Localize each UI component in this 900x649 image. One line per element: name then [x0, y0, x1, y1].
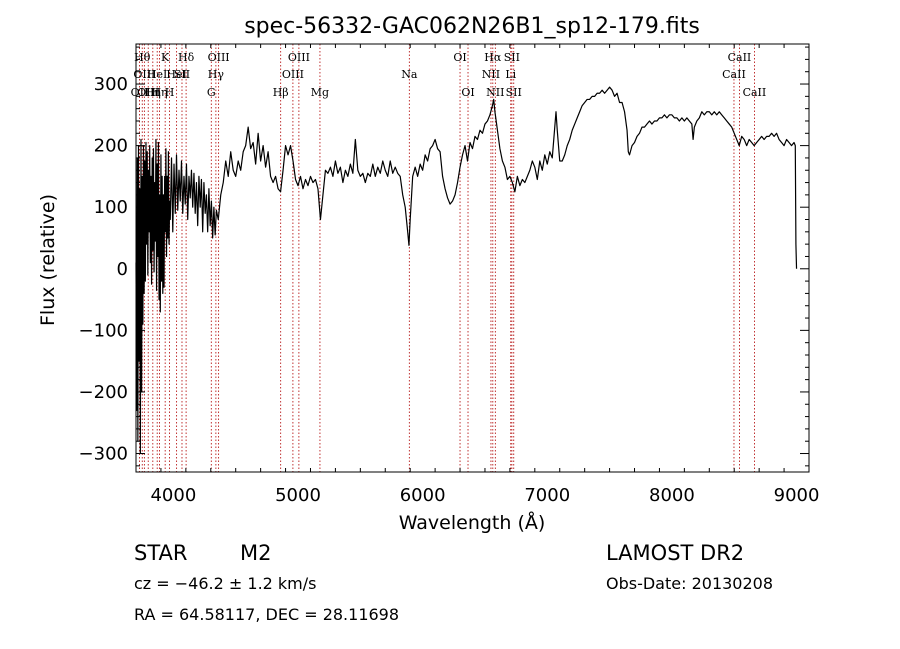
y-tick-label: −100 [79, 320, 128, 341]
x-tick-label: 7000 [524, 485, 570, 506]
line-marker-label: Mg [311, 86, 329, 99]
survey-label: LAMOST DR2 [606, 541, 744, 565]
line-marker-label: HeI [147, 68, 167, 81]
line-marker-label: OIII [288, 51, 310, 64]
x-tick-label: 9000 [774, 485, 820, 506]
y-tick-label: −200 [79, 382, 128, 403]
line-marker-label: SII [504, 51, 520, 64]
spectral-line-labels: OIIHθOIIIOIIIHηHeIHηKHHeISIIHδGHγOIIIHβO… [131, 51, 767, 99]
x-tick-label: 8000 [649, 485, 695, 506]
line-marker-label: Na [401, 68, 418, 81]
x-tick-label: 6000 [400, 485, 446, 506]
line-marker-label: OI [461, 86, 474, 99]
line-marker-label: Hη [145, 86, 161, 99]
line-marker-label: OI [453, 51, 466, 64]
y-tick-label: 100 [94, 197, 128, 218]
line-marker-label: Hθ [134, 51, 151, 64]
y-tick-label: 0 [117, 259, 128, 280]
line-marker-label: Hγ [208, 68, 225, 81]
y-axis-ticks: −300 −200 −100 0 100 200 300 [79, 46, 809, 467]
line-marker-label: OII [131, 86, 149, 99]
line-marker-label: Li [505, 68, 516, 81]
y-tick-label: −300 [79, 444, 128, 465]
line-marker-label: NII [482, 68, 500, 81]
line-marker-label: HeI [166, 68, 186, 81]
observation-date: Obs-Date: 20130208 [606, 574, 773, 593]
x-axis-ticks: 4000 5000 6000 7000 8000 9000 [135, 44, 820, 506]
line-marker-label: G [207, 86, 216, 99]
line-marker-label: H [165, 86, 175, 99]
line-marker-label: CaII [728, 51, 752, 64]
chart-title: spec-56332-GAC062N26B1_sp12-179.fits [244, 14, 700, 39]
line-marker-label: Hα [484, 51, 502, 64]
line-marker-label: OIII [137, 86, 159, 99]
line-marker-label: OIII [282, 68, 304, 81]
y-tick-label: 300 [94, 74, 128, 95]
line-marker-label: K [161, 51, 170, 64]
line-marker-label: CaII [743, 86, 767, 99]
line-marker-label: Hδ [178, 51, 195, 64]
coordinates: RA = 64.58117, DEC = 28.11698 [134, 605, 399, 624]
line-marker-label: NII [486, 86, 504, 99]
line-marker-label: Hη [151, 86, 167, 99]
object-subclass: M2 [240, 541, 271, 565]
x-axis-label: Wavelength (Å) [399, 511, 546, 534]
y-tick-label: 200 [94, 136, 128, 157]
x-tick-label: 5000 [275, 485, 321, 506]
line-marker-label: SII [174, 68, 190, 81]
x-tick-label: 4000 [150, 485, 196, 506]
spectral-line-markers [139, 44, 755, 472]
spectrum-series-line [135, 86, 798, 455]
line-marker-label: CaII [722, 68, 746, 81]
line-marker-label: OIII [208, 51, 230, 64]
redshift-cz: cz = −46.2 ± 1.2 km/s [134, 574, 317, 593]
line-marker-label: SII [506, 86, 522, 99]
plot-frame [135, 43, 810, 473]
object-class: STAR [134, 541, 187, 565]
line-marker-label: Hβ [273, 86, 289, 99]
y-axis-label: Flux (relative) [37, 194, 59, 326]
